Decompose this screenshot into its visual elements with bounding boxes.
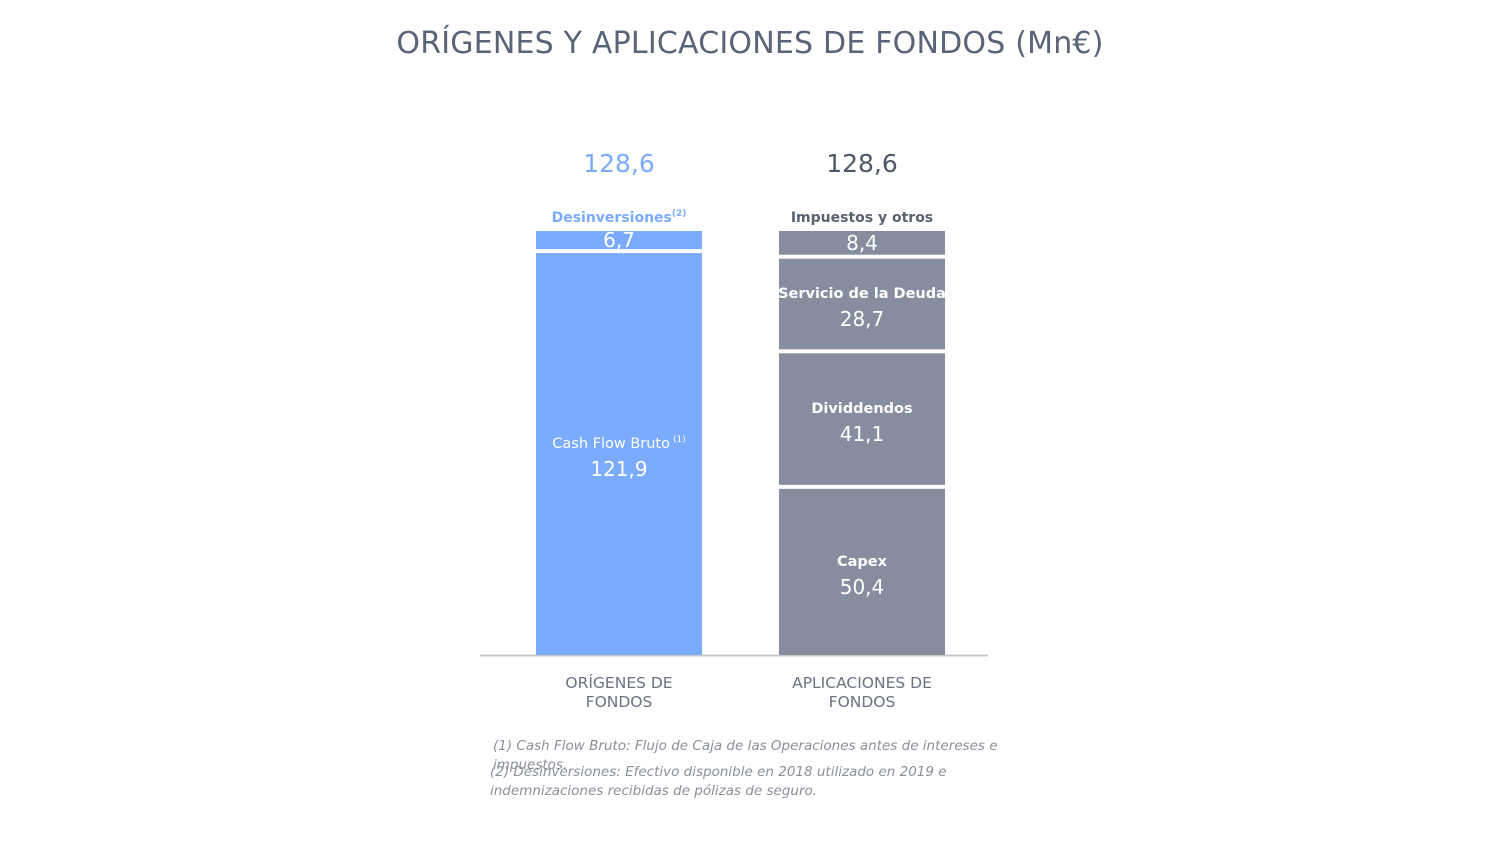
segment-label-1-2: Servicio de la Deuda bbox=[778, 286, 946, 302]
bar-segment-1-0 bbox=[779, 488, 945, 655]
segment-label-0-0: Cash Flow Bruto (1) bbox=[552, 435, 685, 452]
segment-value-0-0: 121,9 bbox=[590, 457, 647, 481]
segment-label-1-1: Dividdendos bbox=[811, 401, 912, 417]
segment-label-1-0: Capex bbox=[837, 554, 888, 570]
footnote-1: (1) Cash Flow Bruto: Flujo de Caja de la… bbox=[493, 738, 998, 773]
category-label-1-0: APLICACIONES DE bbox=[792, 674, 932, 692]
bar-segment-1-1 bbox=[779, 353, 945, 485]
category-label-1-1: FONDOS bbox=[829, 693, 896, 711]
segment-value-1-2: 28,7 bbox=[840, 307, 885, 331]
segment-value-0-1: 6,7 bbox=[603, 228, 635, 252]
bar-segment-0-0 bbox=[536, 253, 702, 655]
column-total-1: 128,6 bbox=[826, 149, 898, 178]
category-label-0-0: ORÍGENES DE bbox=[565, 673, 672, 692]
segment-value-1-1: 41,1 bbox=[840, 422, 885, 446]
segment-label-0-1: Desinversiones(2) bbox=[552, 209, 687, 226]
segment-note-0-1: (2) bbox=[672, 209, 687, 219]
column-total-0: 128,6 bbox=[583, 149, 655, 178]
segment-label-1-3: Impuestos y otros bbox=[791, 210, 933, 226]
bar-segment-1-3 bbox=[779, 231, 945, 255]
segment-note-0-0: (1) bbox=[673, 435, 686, 445]
bar-segment-0-1 bbox=[536, 231, 702, 250]
category-label-0-1: FONDOS bbox=[586, 693, 653, 711]
chart-title: ORÍGENES Y APLICACIONES DE FONDOS (Mn€) bbox=[396, 26, 1104, 61]
bar-segment-1-2 bbox=[779, 258, 945, 350]
segment-value-1-3: 8,4 bbox=[846, 231, 878, 255]
segment-value-1-0: 50,4 bbox=[840, 575, 885, 599]
footnote-2: (2) Desinversiones: Efectivo disponible … bbox=[490, 764, 947, 799]
